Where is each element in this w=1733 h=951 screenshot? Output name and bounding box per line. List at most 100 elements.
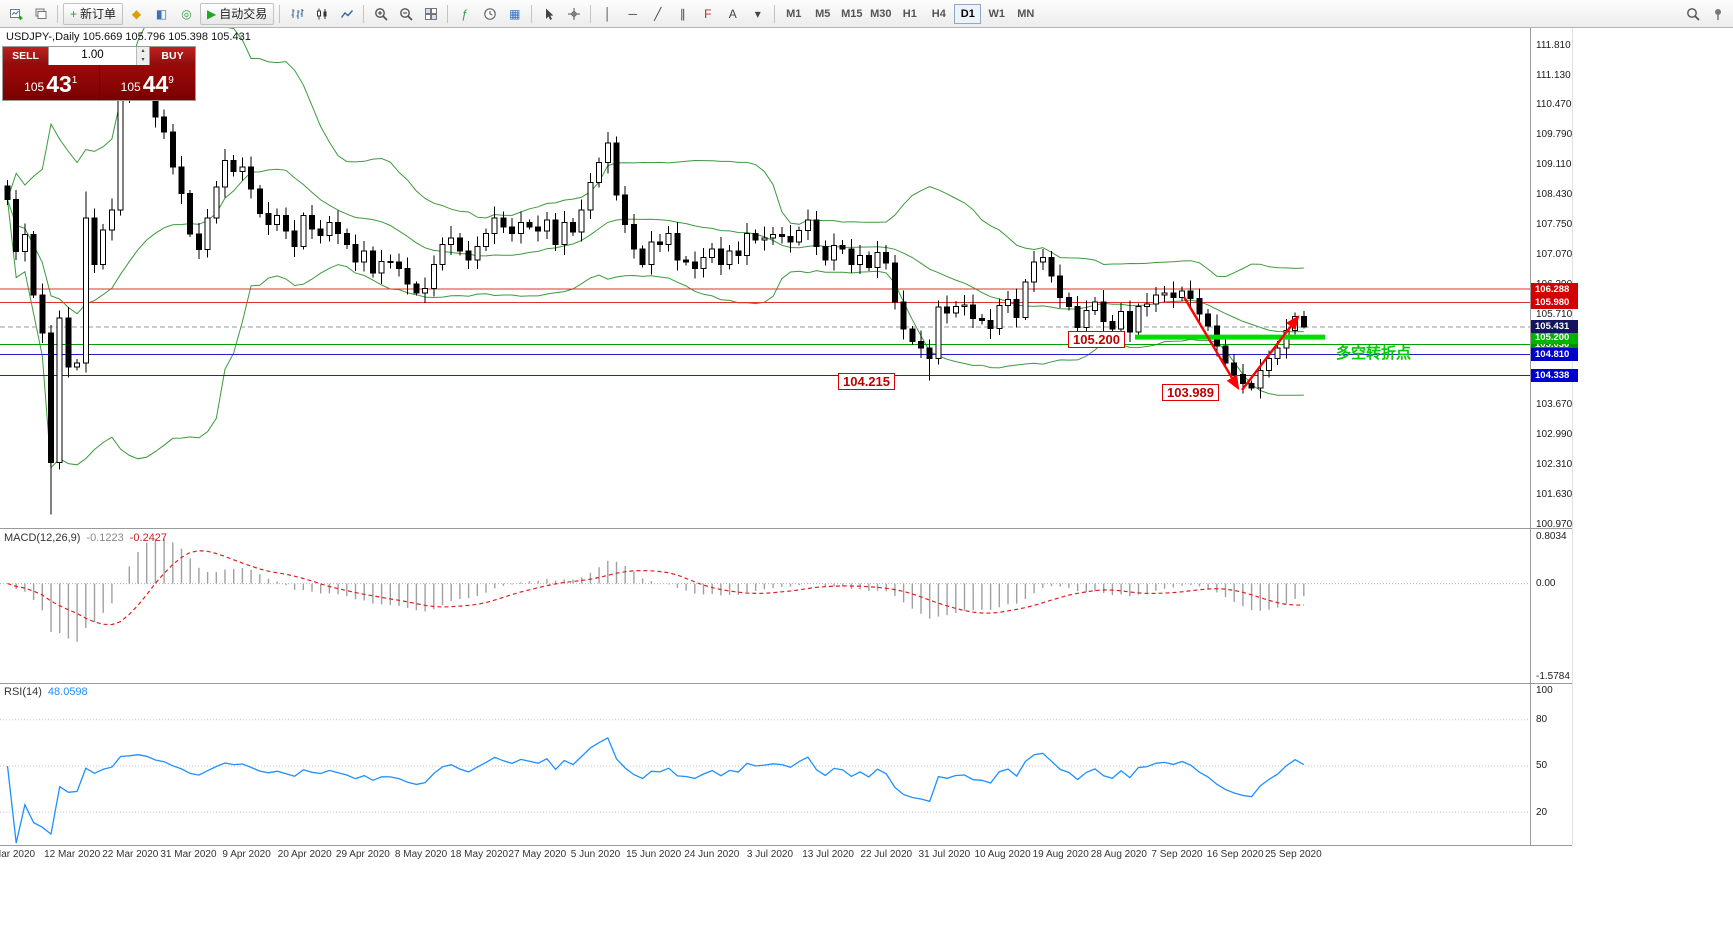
line-chart-button[interactable] [335,3,358,25]
window-right-edge [1572,28,1573,845]
new-order-button[interactable]: + 新订单 [63,2,124,25]
timeframe-m30[interactable]: M30 [870,7,892,20]
sell-button[interactable]: 105 43 1 [3,65,100,100]
candlestick-chart-button[interactable] [310,3,333,25]
terminal-button[interactable]: ◧ [150,3,173,25]
toolbar-separator [57,4,58,23]
autotrading-button-icon: ▶ [207,6,217,21]
horizontal-line-button-icon: ─ [628,6,638,21]
new-order-button-icon: + [70,6,78,21]
metaeditor-button[interactable]: ◆ [125,3,148,25]
sell-price-prefix: 105 [24,80,45,94]
timeframe-d1[interactable]: D1 [954,3,982,24]
one-click-price-row: 105 43 1 105 44 9 [3,65,195,100]
strategy-tester-button-icon: ◎ [181,6,192,21]
rsi-layer [0,719,1530,844]
toolbar-separator [363,4,365,23]
macd-scale-max: 0.8034 [1536,531,1567,542]
macd-value-1: -0.1223 [86,532,124,544]
timeframe-m5[interactable]: M5 [815,7,831,20]
zoom-out-button-icon [399,7,413,21]
toolbar-separator [279,4,281,23]
terminal-button-icon: ◧ [155,6,168,21]
price-axis-separator [1530,28,1531,845]
one-click-top-row: SELL 1.00 ▴ ▾ BUY [3,47,195,65]
cursor-button[interactable] [537,3,560,25]
buy-tab[interactable]: BUY [150,47,195,65]
macd-layer [0,538,1530,642]
timeframe-h4[interactable]: H4 [931,7,946,20]
rsi-scale-50: 50 [1536,760,1548,771]
volume-field[interactable]: 1.00 ▴ ▾ [48,47,150,65]
periods-button[interactable] [478,3,501,25]
tile-windows-button[interactable] [419,3,442,25]
macd-panel-splitter[interactable] [0,528,1572,529]
pin-button-icon [1714,8,1721,20]
cursor-button-icon [545,8,554,20]
crosshair-button-icon [567,7,580,20]
strategy-tester-button[interactable]: ◎ [175,3,198,25]
timeframe-m1[interactable]: M1 [786,7,802,20]
zoom-in-button[interactable] [369,3,392,25]
text-button[interactable]: A [721,3,744,25]
horizontal-line-button[interactable]: ─ [621,3,644,25]
arrows-button[interactable]: ▾ [746,3,769,25]
one-click-trading-panel: SELL 1.00 ▴ ▾ BUY 105 43 1 105 44 9 [2,46,196,101]
timeframe-h1[interactable]: H1 [902,7,917,20]
indicators-button[interactable]: ƒ [453,3,476,25]
toolbar-separator [447,4,449,23]
rsi-scale-100: 100 [1536,685,1553,696]
sell-tab[interactable]: SELL [3,47,48,65]
autotrading-button-label: 自动交易 [219,7,268,21]
line-chart-button-icon [340,9,353,18]
buy-price-big: 44 [142,71,169,97]
volume-value[interactable]: 1.00 [81,49,104,61]
timeframe-w1[interactable]: W1 [988,7,1006,20]
rsi-panel-splitter[interactable] [0,683,1572,684]
new-chart-button[interactable] [4,3,27,25]
volume-down-icon[interactable]: ▾ [137,56,149,65]
bar-chart-button[interactable] [285,3,308,25]
buy-button[interactable]: 105 44 9 [99,65,195,100]
sell-price-big: 43 [46,71,72,97]
pin-button[interactable] [1706,3,1729,25]
volume-spinner[interactable]: ▴ ▾ [136,47,149,65]
timeframe-m15[interactable]: M15 [841,7,863,20]
indicators-button-icon: ƒ [461,6,469,21]
chart-title: USDJPY-,Daily 105.669 105.796 105.398 10… [6,31,251,43]
macd-label: MACD(12,26,9) -0.1223 -0.2427 [4,532,173,544]
toolbar-separator [590,4,592,23]
zoom-in-button-icon [374,7,388,21]
timeframe-mn[interactable]: MN [1017,7,1035,20]
metaeditor-button-icon: ◆ [131,6,142,21]
buy-price-prefix: 105 [120,80,141,94]
trendline-button-icon: ╱ [654,6,662,21]
zoom-out-button[interactable] [394,3,417,25]
search-button-icon [1686,7,1700,21]
profiles-button[interactable] [29,3,52,25]
tile-windows-button-icon [424,7,437,20]
toolbar-separator [774,4,776,23]
rsi-name: RSI(14) [4,686,42,698]
search-button[interactable] [1681,3,1704,25]
bar-chart-button-icon [291,8,304,19]
sell-price-pip: 1 [71,75,78,86]
trendline-button[interactable]: ╱ [646,3,669,25]
templates-button[interactable]: ▦ [503,3,526,25]
arrows-button-icon: ▾ [754,6,761,21]
trend-arrows[interactable] [1182,296,1300,391]
fibonacci-button[interactable]: F [696,3,719,25]
autotrading-button[interactable]: ▶ 自动交易 [200,2,275,25]
vertical-line-button-icon: │ [604,6,612,21]
volume-up-icon[interactable]: ▴ [137,47,149,56]
candlestick-chart-button-icon [316,8,327,19]
channel-button[interactable]: ∥ [671,3,694,25]
candles-layer [4,49,1307,515]
hlines-layer [0,288,1530,376]
vertical-line-button[interactable]: │ [596,3,619,25]
profiles-button-icon [35,8,46,19]
rsi-value: 48.0598 [47,686,88,698]
macd-scale-min: -1.5784 [1536,671,1570,682]
crosshair-button[interactable] [562,3,585,25]
